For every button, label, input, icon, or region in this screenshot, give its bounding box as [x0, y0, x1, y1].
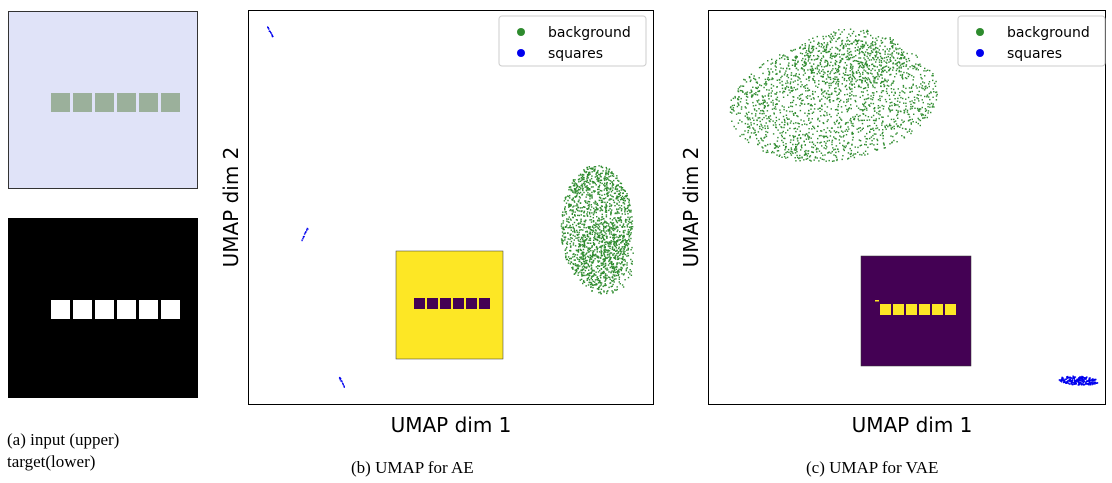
square — [161, 93, 180, 112]
square — [51, 300, 70, 319]
inset-square — [945, 304, 956, 315]
y-axis-label: UMAP dim 2 — [219, 147, 243, 268]
square — [51, 93, 70, 112]
background-points — [560, 165, 634, 295]
square — [139, 93, 158, 112]
legend: background squares — [957, 15, 1106, 67]
legend-marker-squares — [517, 49, 525, 57]
square — [73, 300, 92, 319]
inset-square — [453, 298, 464, 309]
panel-c-umap-vae: background squares UMAP dim 1 UMAP dim 2 — [679, 10, 1106, 437]
inset-square — [919, 304, 930, 315]
panel-a-input-image — [8, 11, 198, 189]
background-points — [729, 28, 938, 162]
legend-marker-squares — [976, 49, 984, 57]
square — [95, 93, 114, 112]
inset-square — [880, 304, 891, 315]
square — [117, 300, 136, 319]
squares-points — [267, 26, 345, 388]
input-squares-row — [51, 93, 180, 112]
x-axis-label: UMAP dim 1 — [391, 413, 512, 437]
square — [139, 300, 158, 319]
inset-square — [466, 298, 477, 309]
inset-square — [414, 298, 425, 309]
legend: background squares — [498, 15, 647, 67]
panel-b-umap-ae: background squares UMAP dim 1 UMAP dim 2 — [219, 10, 654, 437]
x-axis-label: UMAP dim 1 — [852, 413, 973, 437]
panel-a-caption-line2: target(lower) — [7, 452, 96, 471]
target-squares-row — [51, 300, 180, 319]
square — [117, 93, 136, 112]
square — [161, 300, 180, 319]
panel-a-caption-line1: (a) input (upper) — [7, 430, 120, 449]
legend-marker-background — [517, 28, 525, 36]
inset-square — [893, 304, 904, 315]
inset-image — [860, 255, 972, 367]
legend-label-background: background — [548, 25, 631, 41]
panel-b-caption: (b) UMAP for AE — [351, 458, 474, 477]
inset-image — [395, 250, 504, 360]
inset-square — [427, 298, 438, 309]
squares-points — [1058, 375, 1099, 386]
inset-square — [440, 298, 451, 309]
legend-label-squares: squares — [548, 46, 603, 62]
square — [95, 300, 114, 319]
inset-square — [932, 304, 943, 315]
y-axis-label: UMAP dim 2 — [679, 147, 703, 268]
legend-label-background: background — [1007, 25, 1090, 41]
square — [73, 93, 92, 112]
inset-square — [479, 298, 490, 309]
legend-marker-background — [976, 28, 984, 36]
legend-label-squares: squares — [1007, 46, 1062, 62]
inset-square — [906, 304, 917, 315]
panel-c-caption: (c) UMAP for VAE — [806, 458, 939, 477]
panel-a-target-image — [8, 218, 198, 398]
